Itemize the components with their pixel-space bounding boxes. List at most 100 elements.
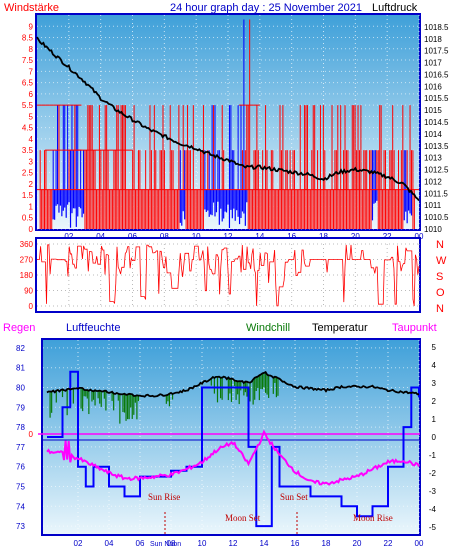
time-tick-label: 16 [287,232,296,241]
time-tick-label: 10 [192,232,201,241]
temperature-tick-label: 4 [432,361,437,370]
time-tick-label: 16 [291,539,300,548]
time-tick-label: 08 [160,232,169,241]
time-tick-label: 12 [224,232,233,241]
compass-letter: W [436,255,447,267]
luftdruck-label: Luftdruck [372,2,418,14]
humidity-tick-label: 82 [16,344,25,353]
wind-speed-tick-label: 6.5 [22,79,34,88]
temperature-tick-label: -5 [429,523,437,532]
moonrise-label: Moon Rise [353,513,393,523]
time-tick-label: 02 [74,539,83,548]
pressure-tick-label: 1017.5 [424,47,449,56]
pressure-tick-label: 1012 [424,177,442,186]
wind-direction-tick-label: 270 [20,256,34,265]
time-tick-label: 20 [353,539,362,548]
time-tick-label: 04 [105,539,114,548]
compass-letter: S [436,271,443,283]
time-tick-label: 20 [351,232,360,241]
panel3-sky [43,340,419,534]
wind-speed-tick-label: 4 [29,135,34,144]
time-tick-label: 00 [415,232,424,241]
wind-speed-tick-label: 2.5 [22,169,34,178]
wind-direction-line [37,244,420,307]
compass-letter: O [436,287,445,299]
wind-speed-tick-label: 8.5 [22,34,34,43]
time-tick-label: 18 [319,232,328,241]
dewpoint-line [46,429,420,486]
pressure-tick-label: 1010.5 [424,213,449,222]
temperature-axis: -5 -4 -3 -2 -1 0 1 2 3 4 5 [429,343,437,532]
wind-speed-tick-label: 1.5 [22,191,34,200]
pressure-tick-label: 1015.5 [424,94,449,103]
humidity-tick-label: 79 [16,403,25,412]
panel3-time-axis: 02 04 06 08 10 12 14 16 18 20 22 00 [74,539,424,548]
time-tick-label: 18 [322,539,331,548]
temperature-tick-label: 3 [432,379,437,388]
temperature-tick-label: -3 [429,487,437,496]
taupunkt-label: Taupunkt [392,322,437,334]
rain-value-label: 0 [29,430,34,439]
pressure-tick-label: 1013.5 [424,142,449,151]
humidity-tick-label: 81 [16,364,25,373]
humidity-axis: 73 74 75 76 77 78 79 80 81 82 [16,344,25,531]
wind-speed-tick-label: 0 [29,225,34,234]
pressure-tick-label: 1016 [424,82,442,91]
temperature-tick-label: -1 [429,451,437,460]
pressure-tick-label: 1010 [424,225,442,234]
luftfeuchte-label: Luftfeuchte [66,322,120,334]
wind-speed-bars [37,19,419,229]
regen-label: Regen [3,322,35,334]
time-tick-label: 14 [255,232,264,241]
pressure-tick-label: 1012.5 [424,166,449,175]
wind-speed-axis: 0 0.5 1 1.5 2 2.5 3 3.5 4 4.5 5 5.5 6 6.5 7 7.5 8 8.5 9 [22,22,34,234]
panel1-frame [35,13,421,231]
wind-speed-tick-label: 0.5 [22,214,34,223]
wind-speed-tick-label: 1 [29,202,34,211]
wind-direction-tick-label: 0 [29,302,34,311]
time-tick-label: 22 [383,232,392,241]
wind-speed-tick-label: 3.5 [22,146,34,155]
panel3-frame [41,338,421,536]
moonset-label: Moon Set [225,513,261,523]
wind-speed-tick-label: 2 [29,180,34,189]
pressure-tick-label: 1011 [424,201,442,210]
temperature-line [46,370,419,398]
wind-speed-tick-label: 6 [29,90,34,99]
windchill-label: Windchill [246,322,290,334]
sunset-label: Sun Set [280,492,308,502]
wind-speed-tick-label: 4.5 [22,124,34,133]
pressure-tick-label: 1016.5 [424,70,449,79]
time-tick-label: 10 [198,539,207,548]
pressure-tick-label: 1014.5 [424,118,449,127]
time-tick-label: 12 [229,539,238,548]
compass-letter: N [436,303,444,315]
temperature-tick-label: 1 [432,415,437,424]
humidity-tick-label: 80 [16,384,25,393]
noon-label: Sun Noon [150,541,181,548]
wind-pressure-panel: 0 0.5 1 1.5 2 2.5 3 3.5 4 4.5 5 5.5 6 6.5 7 7.5 8 8.5 9 10… [22,13,449,241]
pressure-tick-label: 1017 [424,59,442,68]
wind-speed-tick-label: 7.5 [22,56,34,65]
time-tick-label: 06 [136,539,145,548]
time-tick-label: 22 [384,539,393,548]
time-tick-label: 04 [96,232,105,241]
time-tick-label: 00 [415,539,424,548]
temperature-tick-label: -4 [429,505,437,514]
temperature-tick-label: -2 [429,469,437,478]
humidity-tick-label: 75 [16,482,25,491]
temperatur-label: Temperatur [312,322,368,334]
pressure-tick-label: 1018.5 [424,23,449,32]
wind-speed-tick-label: 3 [29,157,34,166]
compass-letter: N [436,239,444,251]
humidity-tick-label: 73 [16,522,25,531]
pressure-tick-label: 1011.5 [424,189,448,198]
panel2-frame [35,237,421,313]
wind-speed-tick-label: 8 [29,45,34,54]
temperature-tick-label: 0 [432,433,437,442]
wind-direction-tick-label: 180 [20,271,34,280]
